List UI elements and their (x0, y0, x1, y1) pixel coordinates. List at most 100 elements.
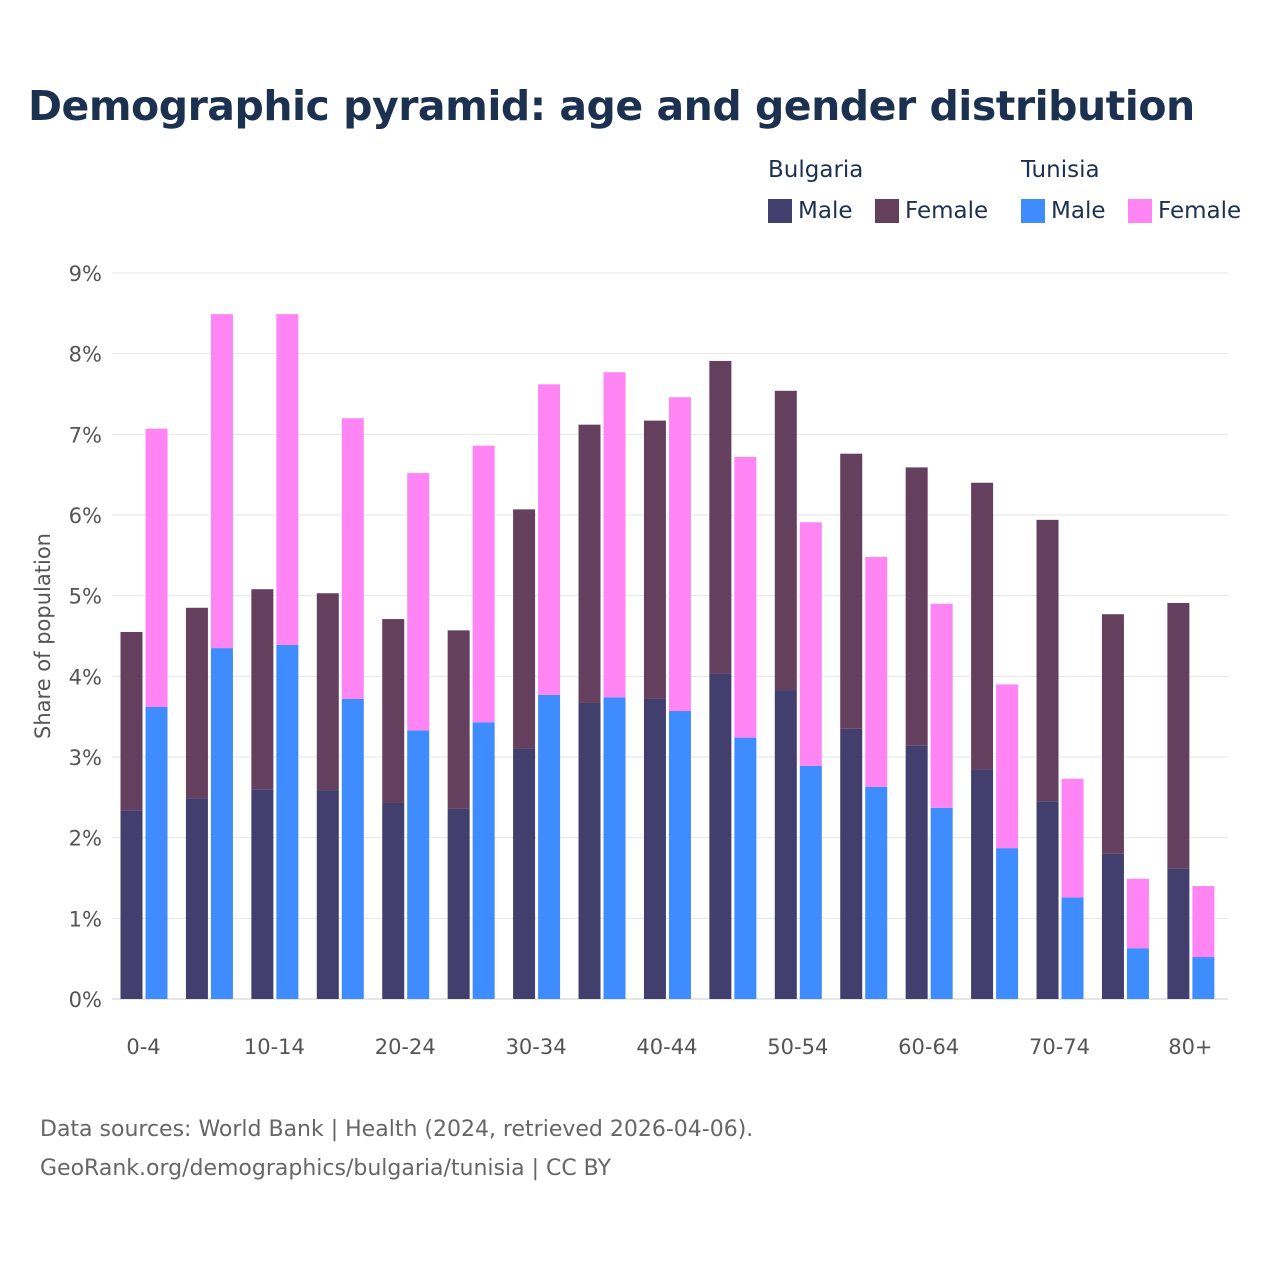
legend-tunisia-male[interactable]: Male (1021, 198, 1105, 224)
x-tick-label: 0-4 (126, 1035, 160, 1059)
bar-tunisia-female (996, 684, 1019, 849)
legend-label: Female (905, 198, 989, 224)
bar-tunisia-male (1192, 957, 1215, 999)
bar-bulgaria-male (905, 745, 928, 999)
bar-bulgaria-male (578, 702, 601, 999)
bar-bulgaria-male (774, 690, 797, 999)
bar-bulgaria-female (120, 631, 143, 811)
legend-bulgaria-male[interactable]: Male (768, 198, 852, 224)
y-tick-label: 3% (69, 746, 102, 770)
bar-bulgaria-male (513, 748, 536, 999)
y-tick-label: 2% (69, 827, 102, 851)
bar-tunisia-male (734, 737, 757, 999)
legend-label: Male (1051, 198, 1106, 224)
bar-tunisia-female (734, 456, 757, 738)
bar-bulgaria-female (709, 360, 732, 674)
legend-group-bulgaria: Bulgaria (768, 157, 864, 183)
bar-tunisia-male (341, 698, 364, 999)
bar-bulgaria-male (1036, 801, 1059, 999)
bar-bulgaria-female (1167, 602, 1190, 869)
bar-bulgaria-male (185, 798, 208, 999)
chart-title: Demographic pyramid: age and gender dist… (28, 82, 1195, 130)
legend-tunisia-female[interactable]: Female (1128, 198, 1241, 224)
plot-area: 0% 1% 2% 3% 4% 5% 6% 7% 8% 9% Share of population 0… (31, 262, 1228, 1059)
bar-tunisia-female (276, 314, 299, 645)
bar-bulgaria-female (1036, 519, 1059, 802)
bar-tunisia-male (407, 730, 430, 999)
bar-tunisia-female (145, 428, 168, 707)
x-tick-label: 80+ (1168, 1035, 1212, 1059)
bar-tunisia-male (145, 706, 168, 999)
bar-bulgaria-female (1101, 614, 1124, 854)
bar-tunisia-female (407, 473, 430, 731)
bar-tunisia-female (538, 384, 561, 695)
bar-tunisia-male (603, 697, 626, 999)
x-tick-label: 60-64 (898, 1035, 959, 1059)
x-tick-label: 20-24 (375, 1035, 436, 1059)
legend-label: Male (798, 198, 853, 224)
y-tick-label: 9% (69, 262, 102, 286)
bar-tunisia-female (341, 418, 364, 699)
bar-tunisia-female (472, 445, 495, 723)
bar-bulgaria-male (447, 808, 470, 999)
bar-tunisia-male (668, 711, 691, 999)
bar-bulgaria-female (840, 453, 863, 729)
bar-bulgaria-male (251, 789, 274, 999)
bar-bulgaria-female (513, 509, 536, 749)
bar-bulgaria-female (774, 390, 797, 691)
legend-swatch (768, 199, 792, 223)
bar-bulgaria-female (971, 482, 994, 770)
legend-label: Female (1158, 198, 1242, 224)
bar-bulgaria-female (316, 593, 339, 791)
bar-bulgaria-male (709, 673, 732, 999)
bar-tunisia-male (930, 807, 953, 999)
bar-bulgaria-male (1167, 868, 1190, 999)
legend-group-tunisia: Tunisia (1021, 157, 1100, 183)
y-tick-label: 0% (69, 988, 102, 1012)
y-tick-label: 8% (69, 343, 102, 367)
bar-tunisia-female (930, 603, 953, 808)
legend-bulgaria-female[interactable]: Female (875, 198, 988, 224)
bar-tunisia-male (996, 848, 1019, 999)
bar-tunisia-male (865, 786, 888, 999)
bar-tunisia-female (1061, 778, 1084, 898)
bar-tunisia-female (799, 522, 822, 766)
bar-bulgaria-female (447, 630, 470, 809)
bar-bulgaria-male (840, 728, 863, 999)
bar-tunisia-male (538, 694, 561, 999)
bar-tunisia-male (472, 722, 495, 999)
bar-tunisia-female (1126, 878, 1149, 949)
y-axis-title: Share of population (31, 533, 55, 739)
footer-sources: Data sources: World Bank | Health (2024,… (40, 1117, 754, 1142)
bar-bulgaria-male (382, 802, 405, 999)
bar-bulgaria-female (251, 589, 274, 790)
bar-bulgaria-female (185, 607, 208, 799)
x-tick-label: 30-34 (506, 1035, 567, 1059)
y-tick-label: 7% (69, 423, 102, 447)
footer-link[interactable]: GeoRank.org/demographics/bulgaria/tunisi… (40, 1156, 612, 1181)
y-tick-label: 5% (69, 585, 102, 609)
bar-bulgaria-female (905, 467, 928, 746)
bar-tunisia-female (603, 372, 626, 698)
bar-tunisia-female (865, 556, 888, 787)
bar-bulgaria-male (643, 698, 666, 999)
bar-tunisia-female (1192, 886, 1215, 958)
bar-tunisia-male (1126, 948, 1149, 999)
x-tick-label: 10-14 (244, 1035, 305, 1059)
x-tick-label: 70-74 (1029, 1035, 1090, 1059)
bar-tunisia-male (210, 648, 233, 999)
bar-tunisia-male (1061, 897, 1084, 999)
bar-tunisia-male (276, 644, 299, 999)
y-tick-label: 1% (69, 907, 102, 931)
y-tick-label: 4% (69, 665, 102, 689)
x-tick-label: 50-54 (767, 1035, 828, 1059)
legend-swatch (1128, 199, 1152, 223)
y-tick-label: 6% (69, 504, 102, 528)
bar-bulgaria-male (120, 810, 143, 999)
bar-bulgaria-female (382, 619, 405, 803)
bar-bulgaria-female (643, 420, 666, 699)
x-tick-label: 40-44 (636, 1035, 697, 1059)
bar-tunisia-male (799, 765, 822, 999)
legend-swatch (875, 199, 899, 223)
bar-bulgaria-male (316, 790, 339, 999)
